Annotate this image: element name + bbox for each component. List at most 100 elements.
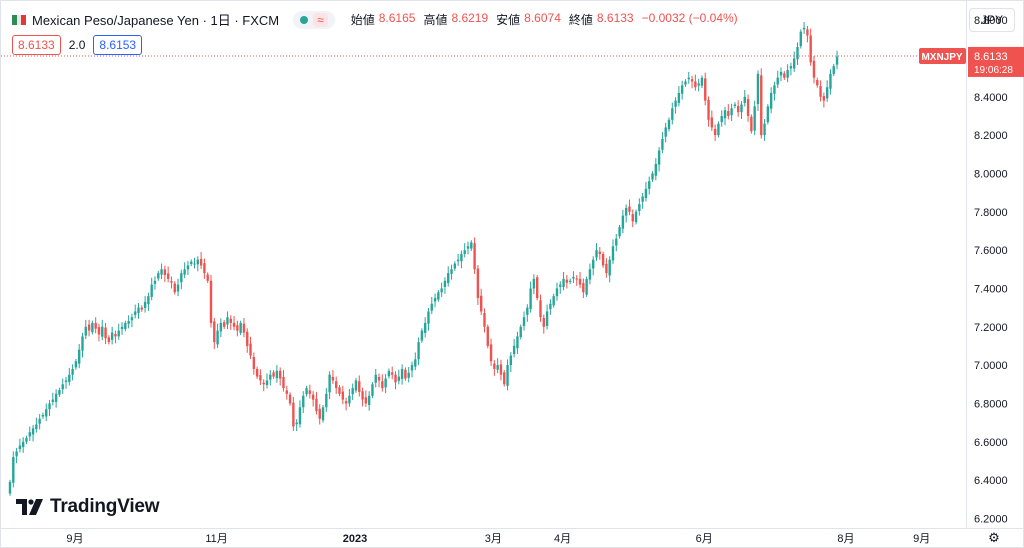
plot-area[interactable]: MXNJPY (1, 1, 966, 528)
symbol-title[interactable]: Mexican Peso/Japanese Yen · 1日 · FXCM (32, 13, 280, 28)
candle (216, 323, 219, 348)
candle-body (38, 418, 41, 424)
candle-body (45, 409, 48, 417)
candle (97, 323, 101, 342)
candle-body (246, 331, 249, 346)
buy-price-button[interactable]: 8.6153 (93, 35, 143, 55)
candle (147, 292, 150, 312)
candle-body (196, 259, 200, 265)
candle (414, 352, 417, 371)
candle-body (832, 66, 835, 74)
candle (242, 317, 246, 338)
candle-body (110, 332, 114, 340)
candle-body (232, 322, 236, 327)
sell-price-button[interactable]: 8.6133 (12, 35, 61, 55)
candle (463, 243, 466, 258)
candle-body (750, 116, 753, 132)
ohlc-open-label: 始値 (350, 13, 375, 27)
candle (38, 414, 41, 430)
time-tick-label: 9月 (913, 533, 930, 545)
candle-body (746, 99, 750, 116)
candle-body (730, 108, 733, 116)
candle-body (756, 73, 760, 105)
candle (114, 330, 117, 344)
candle (743, 89, 746, 107)
candle (545, 304, 549, 330)
candle-body (802, 27, 806, 30)
candle-body (506, 365, 509, 386)
candle-body (143, 301, 147, 309)
candle (124, 320, 127, 332)
candle-body (568, 280, 572, 282)
candle (611, 239, 615, 264)
candle (91, 320, 94, 335)
candle (246, 328, 249, 353)
candle-body (101, 326, 104, 337)
candle (657, 147, 661, 172)
candle (77, 344, 81, 369)
candle (371, 381, 374, 399)
candle (456, 253, 460, 266)
candle-body (321, 407, 325, 421)
tradingview-logo[interactable]: TradingView (16, 496, 160, 518)
candle-body (226, 317, 229, 325)
candle-body (493, 363, 496, 369)
candle-body (430, 303, 433, 311)
candle (512, 339, 516, 358)
candle (499, 359, 503, 381)
candle (31, 424, 35, 442)
candle-body (318, 408, 321, 419)
candle-body (12, 457, 15, 483)
candle-body (68, 374, 71, 382)
candle (486, 324, 489, 349)
candle (503, 370, 506, 387)
price-tick-label: 6.8000 (974, 398, 1008, 410)
candle (265, 373, 269, 389)
price-axis[interactable]: 8.80008.60008.40008.20008.00007.80007.60… (966, 0, 1024, 528)
currency-button[interactable]: JPY (969, 8, 1015, 32)
candle (555, 282, 559, 301)
candle (127, 315, 130, 329)
candle (255, 366, 259, 379)
candle (516, 331, 519, 354)
candle (769, 87, 773, 114)
price-tick-label: 7.4000 (974, 283, 1008, 295)
candle (25, 435, 28, 445)
candle-body (325, 393, 328, 408)
candle-body (236, 325, 239, 331)
candle-body (71, 368, 74, 375)
candle (766, 104, 770, 125)
time-axis-labels[interactable]: 9月 11月 2023 3月 4月 6月 8月 9月 (0, 528, 966, 548)
candle-body (766, 106, 770, 123)
candle (28, 426, 31, 441)
candle-body (163, 269, 167, 276)
candle-body (81, 336, 84, 351)
candle (45, 403, 48, 422)
candle (443, 277, 447, 294)
candle (325, 388, 328, 412)
candle (671, 102, 674, 125)
candle (249, 336, 252, 359)
candle (8, 479, 12, 496)
candle-body (549, 303, 552, 310)
candlestick-chart[interactable]: MXNJPY (1, 1, 966, 528)
candle-body (519, 326, 522, 338)
candle-body (222, 322, 226, 327)
candle-body (134, 311, 137, 315)
candle-body (539, 300, 542, 318)
candle (338, 385, 341, 397)
candle (638, 198, 641, 216)
candle (779, 67, 783, 82)
candle-body (361, 391, 364, 400)
market-status-pill[interactable]: ≈ (293, 10, 335, 29)
gear-icon[interactable]: ⚙ (988, 530, 1000, 545)
candle-body (690, 79, 694, 82)
candle (272, 370, 275, 379)
candle (529, 281, 532, 313)
candle (763, 119, 766, 141)
candle-body (64, 380, 68, 382)
candle-body (107, 337, 111, 343)
candle-body (114, 334, 117, 337)
ohlc-high-label: 高値 (423, 13, 448, 27)
candle-body (61, 384, 64, 390)
